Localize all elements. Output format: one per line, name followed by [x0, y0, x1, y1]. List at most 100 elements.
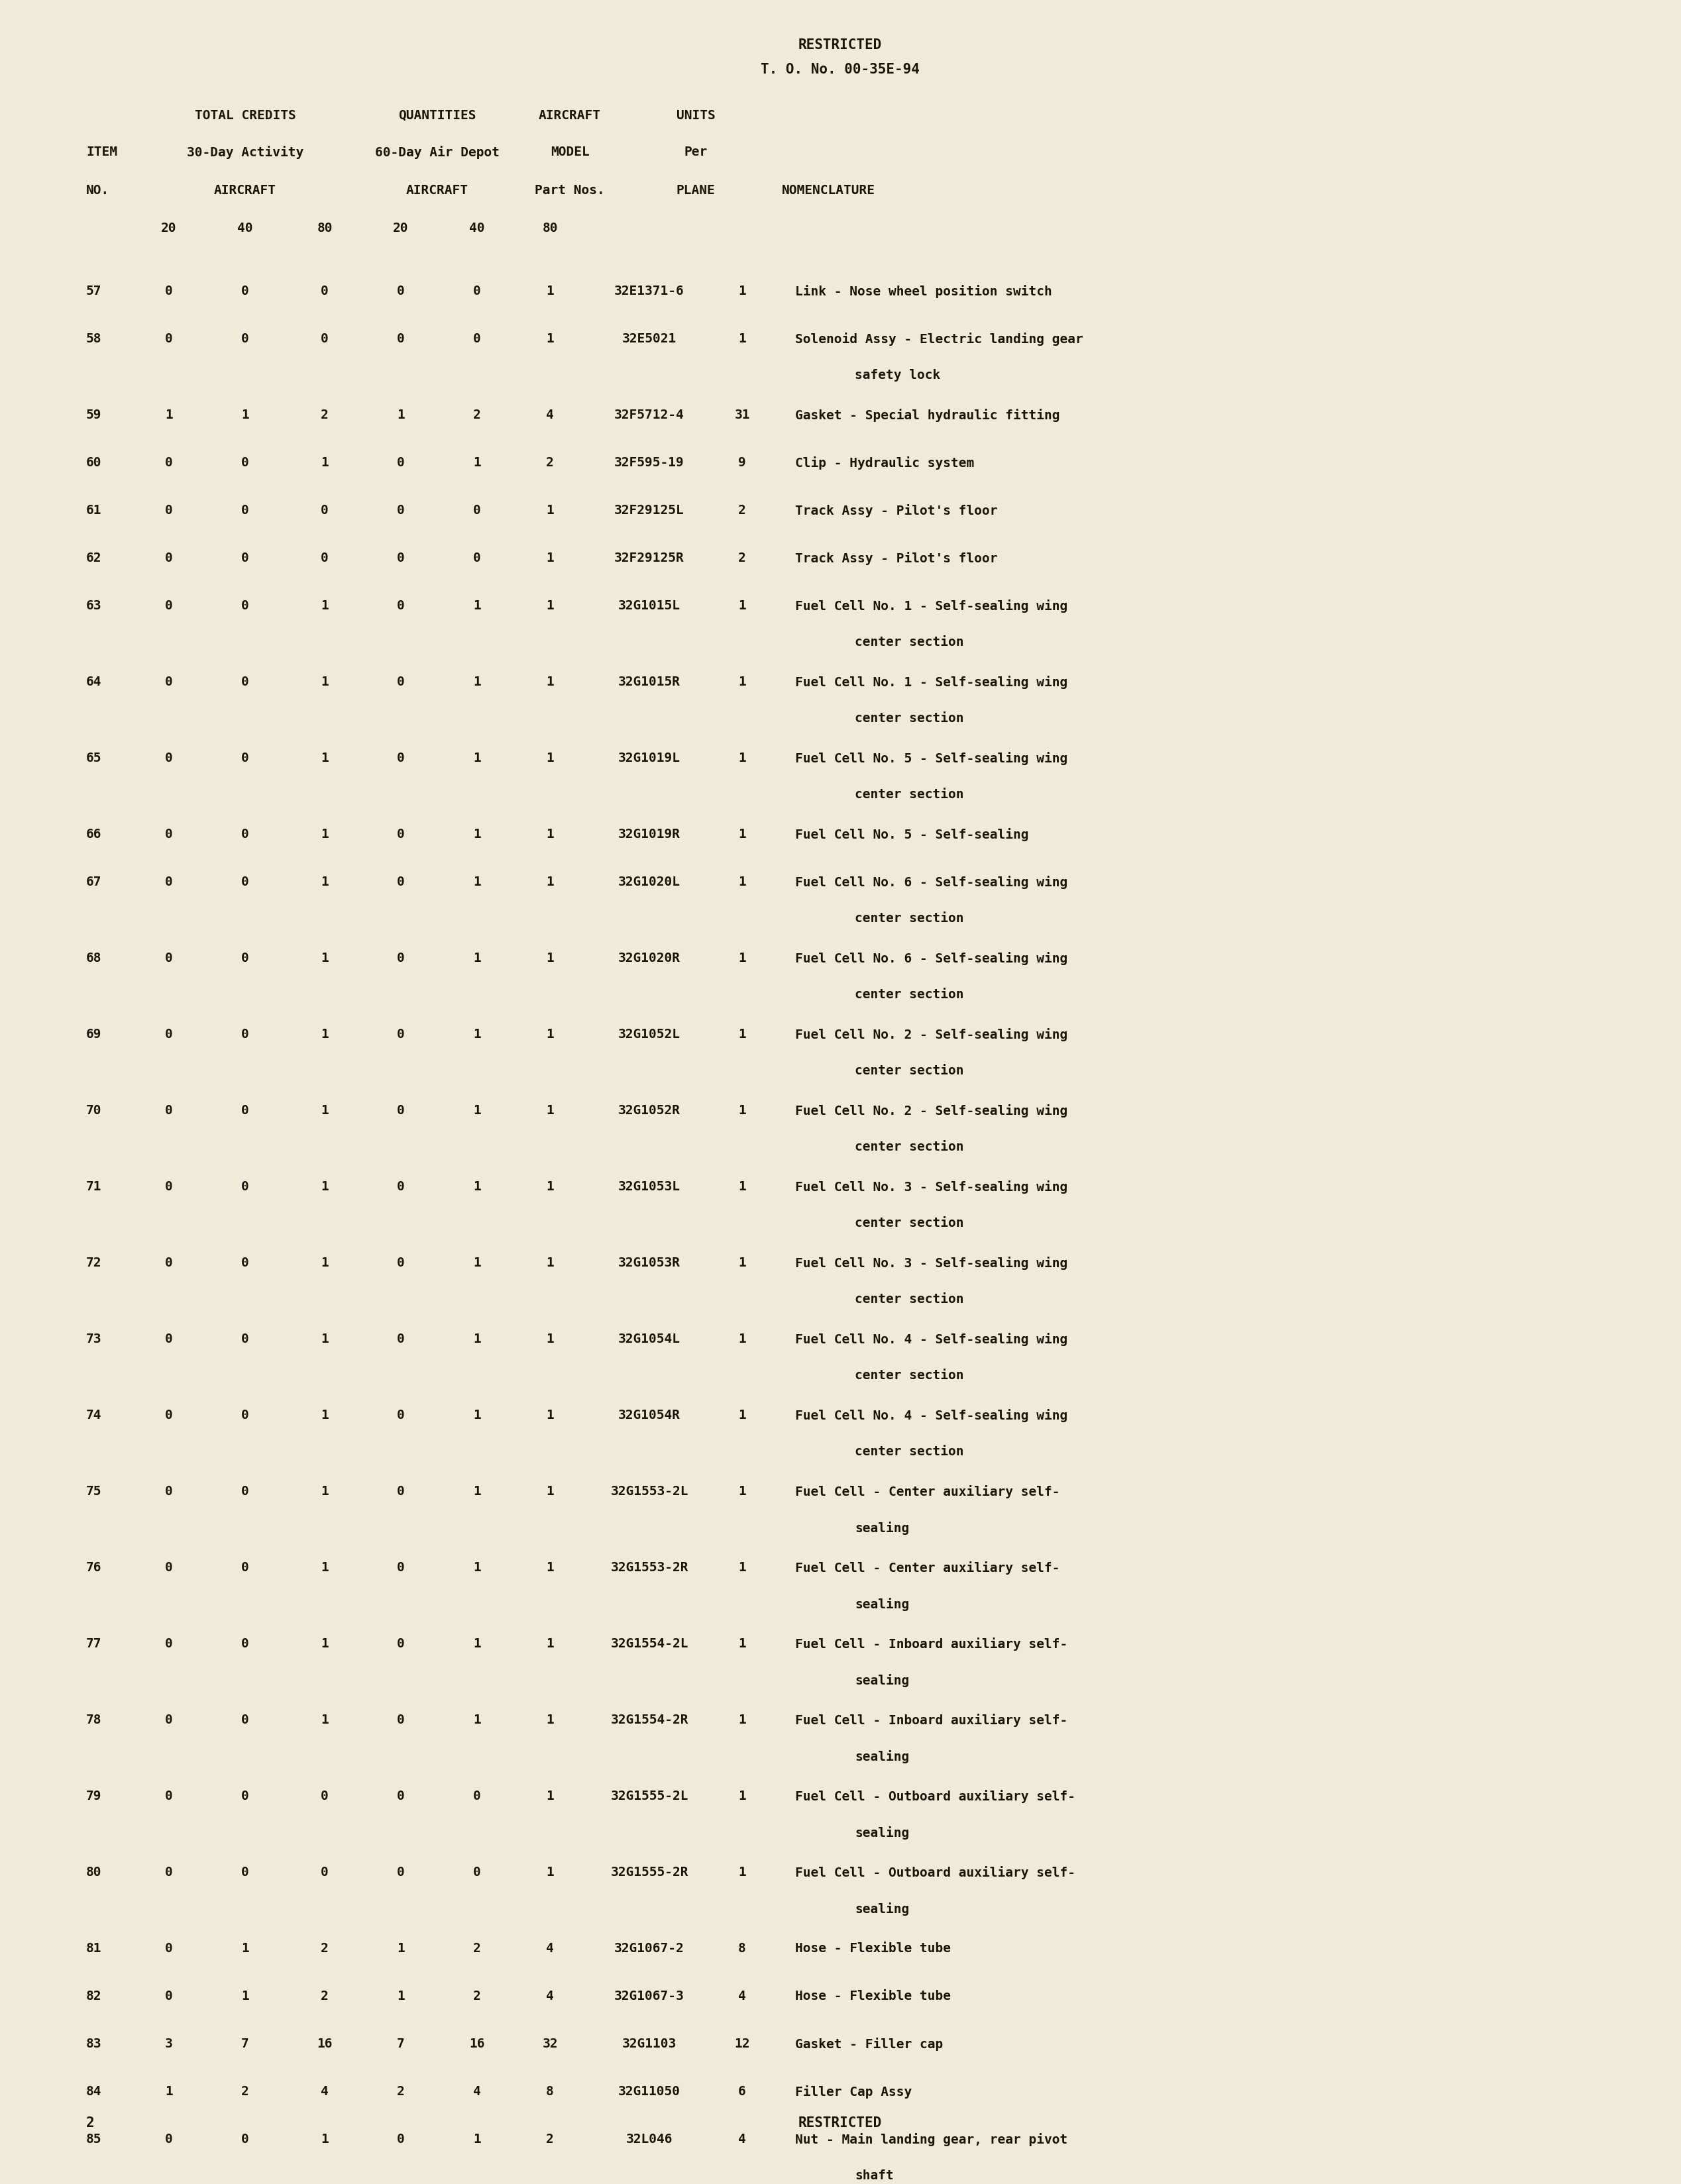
Text: center section: center section: [854, 1140, 963, 1153]
Text: 1: 1: [321, 1409, 328, 1422]
Text: 1: 1: [321, 1562, 328, 1575]
Text: 78: 78: [86, 1714, 103, 1725]
Text: 8: 8: [546, 2086, 553, 2099]
Text: 2: 2: [546, 2134, 553, 2145]
Text: 2: 2: [321, 1990, 328, 2003]
Text: 1: 1: [472, 1179, 481, 1192]
Text: 0: 0: [242, 1105, 249, 1116]
Text: 0: 0: [397, 1714, 405, 1725]
Text: 1: 1: [738, 284, 746, 297]
Text: 1: 1: [546, 1638, 553, 1651]
Text: 4: 4: [738, 2134, 746, 2145]
Text: 83: 83: [86, 2038, 103, 2051]
Text: 82: 82: [86, 1990, 103, 2003]
Text: 61: 61: [86, 505, 103, 518]
Text: 31: 31: [735, 408, 750, 422]
Text: 0: 0: [242, 675, 249, 688]
Text: 0: 0: [242, 2134, 249, 2145]
Text: Link - Nose wheel position switch: Link - Nose wheel position switch: [795, 284, 1052, 297]
Text: 0: 0: [397, 1029, 405, 1040]
Text: 59: 59: [86, 408, 103, 422]
Text: Fuel Cell No. 6 - Self-sealing wing: Fuel Cell No. 6 - Self-sealing wing: [795, 952, 1067, 965]
Text: Fuel Cell No. 5 - Self-sealing wing: Fuel Cell No. 5 - Self-sealing wing: [795, 751, 1067, 764]
Text: 1: 1: [321, 1714, 328, 1725]
Text: 1: 1: [738, 1562, 746, 1575]
Text: 32G1019L: 32G1019L: [619, 751, 681, 764]
Text: 2: 2: [738, 553, 746, 563]
Text: 40: 40: [237, 223, 252, 234]
Text: 32E1371-6: 32E1371-6: [614, 284, 684, 297]
Text: 1: 1: [472, 1332, 481, 1345]
Text: 1: 1: [546, 284, 553, 297]
Text: 0: 0: [397, 1485, 405, 1498]
Text: sealing: sealing: [854, 1749, 909, 1762]
Text: 0: 0: [242, 1029, 249, 1040]
Text: 1: 1: [321, 2134, 328, 2145]
Text: 1: 1: [738, 1714, 746, 1725]
Text: 0: 0: [397, 505, 405, 518]
Text: 20: 20: [161, 223, 177, 234]
Text: Fuel Cell - Inboard auxiliary self-: Fuel Cell - Inboard auxiliary self-: [795, 1714, 1067, 1728]
Text: 4: 4: [472, 2086, 481, 2099]
Text: 2: 2: [321, 408, 328, 422]
Text: QUANTITIES: QUANTITIES: [398, 109, 476, 122]
Text: 0: 0: [397, 456, 405, 470]
Text: 0: 0: [165, 1029, 173, 1040]
Text: 1: 1: [738, 828, 746, 841]
Text: 0: 0: [472, 553, 481, 563]
Text: 79: 79: [86, 1791, 103, 1802]
Text: 32G1555-2L: 32G1555-2L: [610, 1791, 688, 1802]
Text: 0: 0: [321, 1791, 328, 1802]
Text: 1: 1: [472, 1714, 481, 1725]
Text: 4: 4: [546, 1990, 553, 2003]
Text: 1: 1: [321, 828, 328, 841]
Text: 32G1054R: 32G1054R: [619, 1409, 681, 1422]
Text: 32G1015R: 32G1015R: [619, 675, 681, 688]
Text: 0: 0: [165, 751, 173, 764]
Text: 1: 1: [546, 332, 553, 345]
Text: 1: 1: [472, 952, 481, 965]
Text: 1: 1: [321, 598, 328, 612]
Text: 80: 80: [543, 223, 558, 234]
Text: 1: 1: [546, 553, 553, 563]
Text: 77: 77: [86, 1638, 103, 1651]
Text: Clip - Hydraulic system: Clip - Hydraulic system: [795, 456, 975, 470]
Text: 2: 2: [472, 408, 481, 422]
Text: MODEL: MODEL: [550, 146, 590, 157]
Text: 0: 0: [165, 1714, 173, 1725]
Text: 58: 58: [86, 332, 103, 345]
Text: 1: 1: [472, 598, 481, 612]
Text: 0: 0: [242, 1409, 249, 1422]
Text: 1: 1: [472, 1029, 481, 1040]
Text: 7: 7: [397, 2038, 405, 2051]
Text: center section: center section: [854, 1064, 963, 1077]
Text: 1: 1: [321, 675, 328, 688]
Text: 0: 0: [242, 284, 249, 297]
Text: 0: 0: [397, 675, 405, 688]
Text: 69: 69: [86, 1029, 103, 1040]
Text: 1: 1: [738, 952, 746, 965]
Text: 0: 0: [165, 1105, 173, 1116]
Text: ITEM: ITEM: [86, 146, 118, 157]
Text: 80: 80: [318, 223, 333, 234]
Text: 32F29125R: 32F29125R: [614, 553, 684, 563]
Text: 0: 0: [165, 1638, 173, 1651]
Text: 9: 9: [738, 456, 746, 470]
Text: 0: 0: [165, 952, 173, 965]
Text: 0: 0: [242, 1638, 249, 1651]
Text: 1: 1: [242, 408, 249, 422]
Text: 0: 0: [397, 1256, 405, 1269]
Text: center section: center section: [854, 1446, 963, 1459]
Text: 72: 72: [86, 1256, 103, 1269]
Text: 1: 1: [472, 1638, 481, 1651]
Text: 1: 1: [472, 876, 481, 889]
Text: 4: 4: [738, 1990, 746, 2003]
Text: 2: 2: [397, 2086, 405, 2099]
Text: AIRCRAFT: AIRCRAFT: [213, 183, 276, 197]
Text: 1: 1: [546, 952, 553, 965]
Text: Fuel Cell - Center auxiliary self-: Fuel Cell - Center auxiliary self-: [795, 1562, 1059, 1575]
Text: 1: 1: [472, 1105, 481, 1116]
Text: 2: 2: [472, 1990, 481, 2003]
Text: 16: 16: [469, 2038, 484, 2051]
Text: 1: 1: [242, 1990, 249, 2003]
